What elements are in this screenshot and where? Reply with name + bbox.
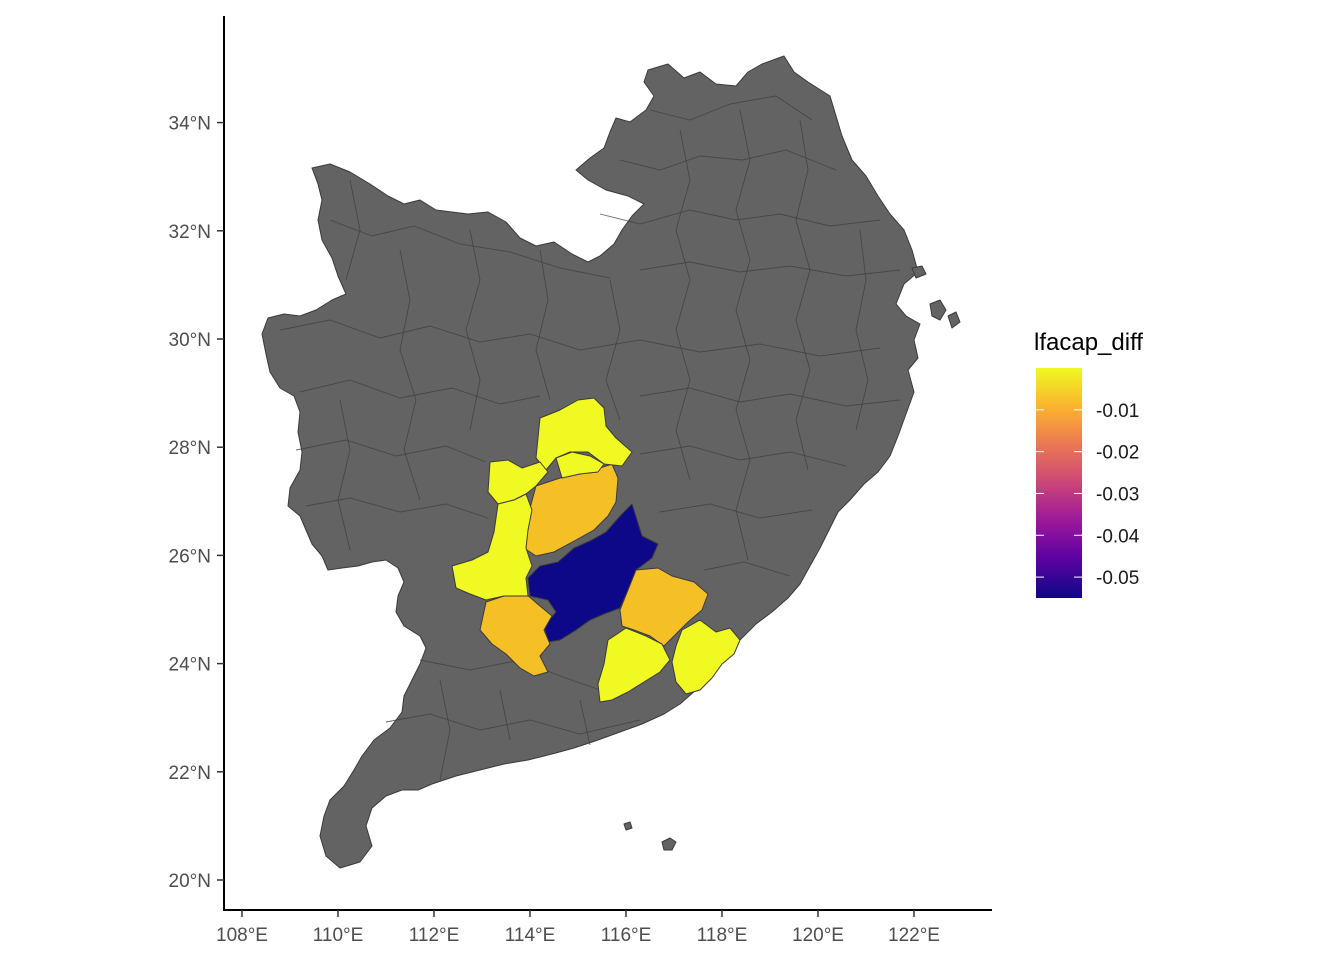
island-region (947, 311, 961, 329)
x-tick-label: 108°E (216, 925, 268, 946)
highlighted-regions (451, 397, 741, 703)
region-shaoyang (451, 493, 533, 601)
island-region (623, 821, 633, 831)
region-meizhou-west (619, 567, 709, 647)
x-axis-ticks: 108°E 110°E 112°E 114°E 116°E 118°E 120°E 122°E (216, 910, 940, 946)
legend-tick-label: -0.03 (1096, 484, 1139, 505)
x-tick-label: 120°E (792, 925, 844, 946)
legend-tick-label: -0.02 (1096, 443, 1139, 464)
legend-tick-label: -0.05 (1096, 568, 1139, 589)
x-tick-label: 112°E (409, 925, 460, 946)
y-tick-label: 20°N (169, 871, 211, 892)
y-tick-label: 28°N (169, 438, 211, 459)
legend-tick-label: -0.01 (1096, 401, 1139, 422)
island-region (911, 265, 927, 279)
region-chenzhou (479, 593, 553, 677)
y-axis-ticks: 20°N 22°N 24°N 26°N 28°N 30°N 32°N 34°N (169, 114, 224, 892)
x-tick-label: 110°E (313, 925, 364, 946)
prefecture-boundaries (279, 95, 901, 781)
region-changsha (535, 397, 633, 471)
region-shaoguan (597, 627, 671, 703)
legend: lfacap_diff -0.01 -0.02 -0.03 -0.04 -0.05 (1034, 329, 1143, 598)
legend-colorbar (1036, 368, 1082, 598)
y-tick-label: 26°N (169, 546, 211, 567)
axes: 108°E 110°E 112°E 114°E 116°E 118°E 120°E 122°E… (169, 16, 992, 946)
legend-title: lfacap_diff (1034, 329, 1143, 356)
island-region (929, 299, 947, 321)
region-loudi (487, 459, 549, 505)
region-meizhou-east (671, 619, 741, 695)
legend-ticks: -0.01 -0.02 -0.03 -0.04 -0.05 (1036, 401, 1140, 589)
island-region (661, 837, 677, 851)
y-tick-label: 22°N (169, 763, 211, 784)
y-tick-label: 32°N (169, 222, 211, 243)
legend-tick-label: -0.04 (1096, 526, 1140, 547)
y-tick-label: 30°N (169, 330, 211, 351)
x-tick-label: 122°E (888, 925, 940, 946)
y-tick-label: 34°N (169, 114, 211, 135)
x-tick-label: 114°E (505, 925, 556, 946)
x-tick-label: 116°E (601, 925, 652, 946)
y-tick-label: 24°N (169, 655, 211, 676)
region-xiangtan (555, 451, 605, 479)
x-tick-label: 118°E (697, 925, 748, 946)
